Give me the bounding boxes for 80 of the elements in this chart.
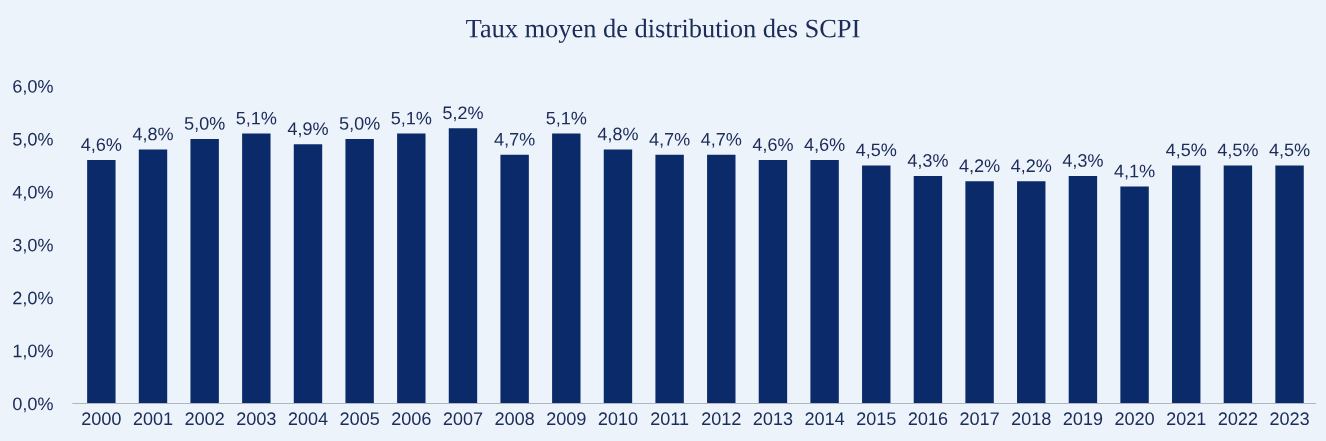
bar	[1172, 165, 1201, 404]
x-tick-label: 2006	[392, 412, 431, 426]
y-tick-label: 6,0%	[13, 79, 53, 95]
bar	[397, 133, 426, 404]
bar	[862, 165, 891, 404]
x-tick-label: 2018	[1012, 412, 1051, 426]
bar	[707, 154, 736, 404]
data-label: 4,6%	[804, 138, 845, 154]
x-tick-label: 2020	[1115, 412, 1154, 426]
bar	[242, 133, 271, 404]
bar	[965, 181, 994, 404]
bar	[913, 175, 943, 404]
data-label: 4,2%	[959, 159, 1000, 175]
x-tick-label: 2012	[702, 412, 741, 426]
data-label: 4,3%	[1062, 154, 1103, 169]
bar	[552, 133, 581, 404]
data-label: 4,8%	[132, 127, 173, 143]
data-label: 4,6%	[752, 138, 793, 154]
x-tick-label: 2011	[651, 412, 689, 426]
data-label: 4,2%	[1011, 159, 1052, 175]
bar	[1068, 175, 1098, 404]
y-tick-label: 1,0%	[13, 344, 53, 360]
data-label: 4,9%	[287, 122, 328, 138]
x-tick-label: 2008	[495, 412, 534, 426]
data-label: 4,5%	[1166, 143, 1207, 159]
bar	[138, 149, 168, 404]
bar	[1120, 186, 1149, 404]
y-tick-label: 5,0%	[13, 132, 53, 148]
bar	[448, 128, 478, 404]
data-label: 5,2%	[443, 106, 483, 122]
data-label: 4,7%	[494, 132, 535, 148]
data-label: 5,0%	[339, 117, 380, 132]
data-label: 5,1%	[391, 111, 432, 127]
x-tick-label: 2010	[598, 412, 638, 426]
data-label: 4,5%	[856, 143, 897, 159]
chart-title: Taux moyen de distribution des SCPI	[466, 18, 860, 43]
data-label: 4,7%	[649, 132, 690, 148]
bar	[500, 154, 529, 404]
y-tick-label: 3,0%	[13, 238, 53, 254]
x-tick-label: 2016	[908, 412, 948, 426]
x-tick-label: 2019	[1063, 412, 1103, 426]
data-label: 4,5%	[1269, 143, 1310, 159]
bar	[603, 149, 633, 404]
data-label: 5,0%	[184, 117, 225, 132]
data-label: 5,1%	[236, 111, 277, 127]
x-tick-label: 2013	[753, 412, 793, 426]
data-label: 4,6%	[81, 138, 122, 154]
bar	[810, 160, 839, 404]
data-label: 5,1%	[546, 111, 587, 127]
data-label: 4,3%	[907, 154, 948, 169]
data-label: 4,5%	[1217, 143, 1258, 159]
x-tick-label: 2022	[1218, 412, 1258, 426]
data-label: 4,1%	[1114, 164, 1155, 180]
x-tick-label: 2015	[857, 412, 896, 426]
x-tick-label: 2009	[547, 412, 586, 426]
x-tick-label: 2003	[237, 412, 276, 426]
x-tick-label: 2021	[1167, 412, 1206, 426]
bar	[758, 160, 788, 404]
x-tick-label: 2005	[340, 412, 379, 426]
x-tick-label: 2000	[82, 412, 121, 426]
y-tick-label: 2,0%	[13, 291, 53, 307]
x-tick-label: 2002	[185, 412, 224, 426]
y-tick-label: 0,0%	[13, 397, 53, 413]
bar	[345, 138, 374, 404]
bar	[655, 154, 684, 404]
bar	[87, 160, 116, 404]
y-tick-label: 4,0%	[12, 185, 53, 201]
x-tick-label: 2017	[960, 412, 999, 426]
bar	[190, 138, 219, 404]
x-tick-label: 2004	[288, 412, 328, 426]
x-tick-label: 2014	[805, 412, 845, 426]
bar	[1223, 165, 1253, 404]
bar	[1275, 165, 1304, 404]
data-label: 4,7%	[701, 132, 742, 148]
bar	[1017, 181, 1046, 404]
x-tick-label: 2001	[133, 412, 173, 426]
x-tick-label: 2007	[443, 412, 483, 426]
bar	[293, 144, 323, 404]
data-label: 4,8%	[597, 127, 638, 143]
x-tick-label: 2023	[1270, 412, 1309, 426]
